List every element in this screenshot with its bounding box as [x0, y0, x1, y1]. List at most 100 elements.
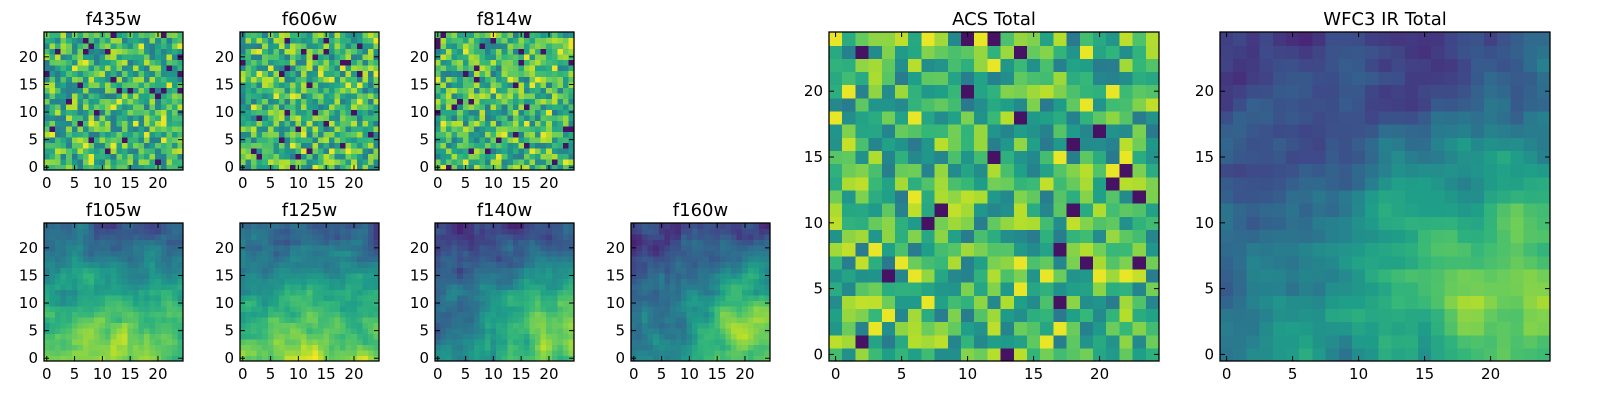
heatmap-cell: [540, 300, 547, 307]
heatmap-cell: [546, 120, 553, 127]
heatmap-cell: [71, 311, 78, 318]
heatmap-cell: [55, 65, 62, 72]
y-tick-label: 5: [28, 322, 38, 340]
heatmap-cell: [317, 316, 324, 323]
heatmap-cell: [736, 311, 743, 318]
heatmap-cell: [669, 300, 677, 307]
heatmap-cell: [512, 76, 519, 83]
heatmap-cell: [764, 267, 771, 274]
heatmap-cell: [736, 322, 743, 329]
heatmap-cell: [116, 131, 123, 138]
heatmap-cell: [451, 70, 458, 77]
heatmap-cell: [468, 239, 475, 246]
heatmap-cell: [934, 255, 949, 270]
heatmap-cell: [551, 327, 558, 334]
panel-title: f105w: [86, 200, 141, 221]
heatmap-cell: [116, 267, 123, 274]
heatmap-cell: [490, 48, 497, 55]
heatmap-cell: [132, 114, 140, 121]
heatmap-cell: [345, 223, 352, 230]
heatmap-cell: [110, 76, 117, 83]
heatmap-cell: [435, 333, 442, 340]
heatmap-cell: [71, 234, 78, 241]
heatmap-cell: [758, 256, 766, 263]
heatmap-cell: [160, 142, 167, 149]
heatmap-cell: [473, 278, 481, 285]
heatmap-cell: [664, 278, 671, 285]
heatmap-cell: [362, 32, 369, 39]
heatmap-cell: [273, 65, 280, 72]
heatmap-cell: [529, 98, 536, 105]
heatmap-cell: [171, 355, 179, 362]
heatmap-cell: [290, 131, 297, 138]
heatmap-cell: [479, 147, 486, 155]
heatmap-cell: [512, 131, 519, 138]
heatmap-cell: [512, 136, 519, 143]
heatmap-cell: [82, 316, 90, 323]
heatmap-cell: [440, 338, 447, 346]
heatmap-cell: [312, 43, 319, 50]
heatmap-cell: [462, 294, 469, 301]
heatmap-cell: [171, 87, 179, 94]
heatmap-cell: [99, 261, 106, 268]
heatmap-cell: [435, 125, 442, 132]
heatmap-cell: [127, 120, 134, 127]
heatmap-cell: [295, 147, 302, 155]
heatmap-cell: [753, 261, 760, 268]
heatmap-cell: [334, 305, 341, 312]
heatmap-cell: [155, 70, 162, 77]
heatmap-cell: [479, 239, 486, 246]
heatmap-cell: [144, 142, 151, 149]
heatmap-cell: [725, 289, 732, 296]
heatmap-cell: [714, 338, 721, 346]
heatmap-cell: [127, 37, 134, 44]
y-tick-label: 10: [410, 103, 429, 121]
heatmap-cell: [551, 114, 558, 121]
heatmap-cell: [496, 261, 503, 268]
heatmap-cell: [557, 333, 564, 340]
heatmap-cell: [658, 239, 665, 246]
heatmap-cell: [105, 250, 112, 257]
heatmap-cell: [1000, 255, 1015, 270]
heatmap-cell: [99, 81, 106, 88]
heatmap-cell: [631, 322, 638, 329]
heatmap-cell: [55, 70, 62, 77]
heatmap-cell: [116, 142, 123, 149]
heatmap-cell: [731, 261, 738, 268]
heatmap-cell: [496, 355, 503, 362]
heatmap-cell: [551, 153, 558, 160]
heatmap-cell: [155, 344, 162, 351]
heatmap-cell: [328, 92, 336, 99]
heatmap-cell: [568, 92, 575, 99]
heatmap-cell: [551, 131, 558, 138]
heatmap-cell: [345, 54, 352, 61]
heatmap-cell: [323, 81, 330, 88]
heatmap-cell: [71, 87, 78, 94]
heatmap-cell: [77, 250, 84, 257]
heatmap-cell: [719, 261, 727, 268]
heatmap-cell: [523, 250, 531, 257]
heatmap-cell: [267, 327, 274, 334]
heatmap-cell: [568, 147, 575, 155]
heatmap-cell: [317, 32, 324, 39]
heatmap-cell: [373, 338, 380, 346]
heatmap-cell: [496, 239, 503, 246]
heatmap-cell: [658, 245, 665, 252]
heatmap-cell: [262, 283, 269, 290]
heatmap-cell: [356, 234, 363, 241]
heatmap-cell: [540, 65, 547, 72]
heatmap-cell: [507, 164, 514, 171]
heatmap-cell: [351, 59, 358, 66]
heatmap-cell: [1093, 163, 1107, 178]
heatmap-cell: [868, 268, 883, 283]
heatmap-cell: [842, 242, 856, 257]
heatmap-cell: [88, 164, 95, 171]
heatmap-cell: [921, 163, 936, 178]
y-tick-label: 5: [419, 131, 429, 149]
heatmap-cell: [99, 322, 106, 329]
heatmap-cell: [557, 43, 564, 50]
heatmap-cell: [736, 355, 743, 362]
heatmap-cell: [557, 344, 564, 351]
heatmap-cell: [551, 228, 558, 235]
